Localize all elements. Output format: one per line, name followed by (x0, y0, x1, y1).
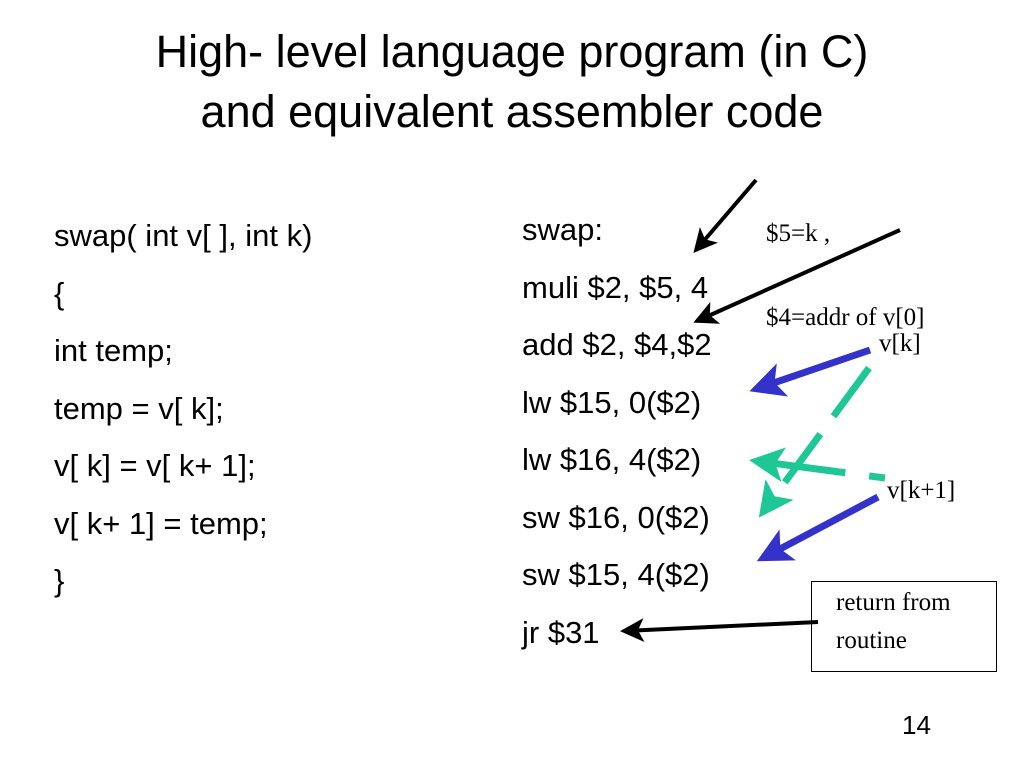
c-code-block: swap( int v[ ], int k) { int temp; temp … (54, 207, 312, 610)
register-note-line-1: $5=k , (766, 220, 831, 247)
arrow-vk-to-lw15 (749, 346, 872, 397)
asm-code-block: swap: muli $2, $5, 4 add $2, $4,$2 lw $1… (522, 201, 712, 661)
c-code-line: v[ k] = v[ k+ 1]; (54, 448, 256, 483)
page-number: 14 (902, 710, 931, 740)
return-note-line-1: return from (836, 589, 951, 616)
asm-code-line: lw $15, 0($2) (522, 384, 702, 420)
c-code-line: int temp; (54, 333, 173, 368)
title-line-2: and equivalent assembler code (200, 86, 824, 137)
register-note: $5=k , $4=addr of v[0] (766, 164, 925, 360)
asm-code-line: sw $16, 0($2) (522, 499, 710, 535)
slide-title: High- level language program (in C) and … (0, 22, 1024, 142)
vk1-label: v[k+1] (887, 477, 956, 504)
asm-code-line: muli $2, $5, 4 (522, 269, 709, 305)
return-note-box: return from routine (811, 581, 997, 672)
register-note-line-2: $4=addr of v[0] (766, 304, 925, 331)
arrow-vk-to-sw16 (758, 365, 872, 518)
arrow-k-to-muli (693, 178, 758, 254)
asm-code-line: swap: (522, 212, 603, 247)
arrow-v0-to-add (693, 228, 901, 324)
asm-code-line: lw $16, 4($2) (522, 442, 702, 477)
vk-label: v[k] (879, 330, 921, 357)
title-line-1: High- level language program (in C) (155, 26, 869, 77)
return-note-line-2: routine (836, 627, 907, 654)
c-code-line: temp = v[ k]; (54, 390, 224, 426)
asm-code-line: sw $15, 4($2) (522, 557, 710, 592)
arrow-return-to-jr (620, 618, 819, 643)
c-code-line: } (54, 563, 65, 598)
c-code-line: v[ k+ 1] = temp; (54, 505, 268, 541)
asm-code-line: add $2, $4,$2 (522, 327, 712, 362)
c-code-line: { (54, 275, 65, 311)
asm-code-line: jr $31 (522, 614, 600, 650)
c-code-line: swap( int v[ ], int k) (54, 218, 313, 253)
arrow-vk1-to-lw16 (749, 447, 886, 483)
arrow-vk1-to-sw15 (756, 493, 880, 562)
